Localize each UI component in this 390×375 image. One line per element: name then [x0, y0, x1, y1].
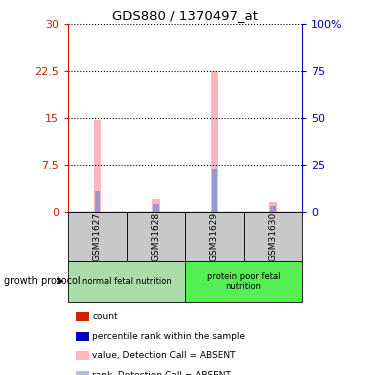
Bar: [211, 170, 218, 212]
Bar: [269, 202, 277, 212]
Text: growth protocol: growth protocol: [4, 276, 80, 286]
Bar: [127, 212, 185, 261]
Text: GSM31629: GSM31629: [210, 211, 219, 261]
Text: rank, Detection Call = ABSENT: rank, Detection Call = ABSENT: [92, 371, 231, 375]
Text: value, Detection Call = ABSENT: value, Detection Call = ABSENT: [92, 351, 236, 360]
Text: GSM31630: GSM31630: [268, 211, 278, 261]
Bar: [152, 200, 160, 212]
Text: percentile rank within the sample: percentile rank within the sample: [92, 332, 246, 341]
Title: GDS880 / 1370497_at: GDS880 / 1370497_at: [112, 9, 258, 22]
Bar: [68, 212, 127, 261]
Bar: [68, 261, 185, 302]
Bar: [211, 71, 218, 212]
Text: GSM31628: GSM31628: [151, 211, 161, 261]
Bar: [154, 211, 158, 212]
Bar: [185, 212, 244, 261]
Bar: [185, 261, 302, 302]
Bar: [94, 120, 101, 212]
Text: normal fetal nutrition: normal fetal nutrition: [82, 277, 172, 286]
Bar: [94, 191, 101, 212]
Bar: [96, 211, 99, 212]
Text: GSM31627: GSM31627: [93, 211, 102, 261]
Text: count: count: [92, 312, 118, 321]
Bar: [213, 211, 216, 212]
Bar: [153, 204, 159, 212]
Text: protein poor fetal
nutrition: protein poor fetal nutrition: [207, 272, 280, 291]
Bar: [271, 211, 275, 212]
Bar: [270, 206, 276, 212]
Bar: [244, 212, 302, 261]
